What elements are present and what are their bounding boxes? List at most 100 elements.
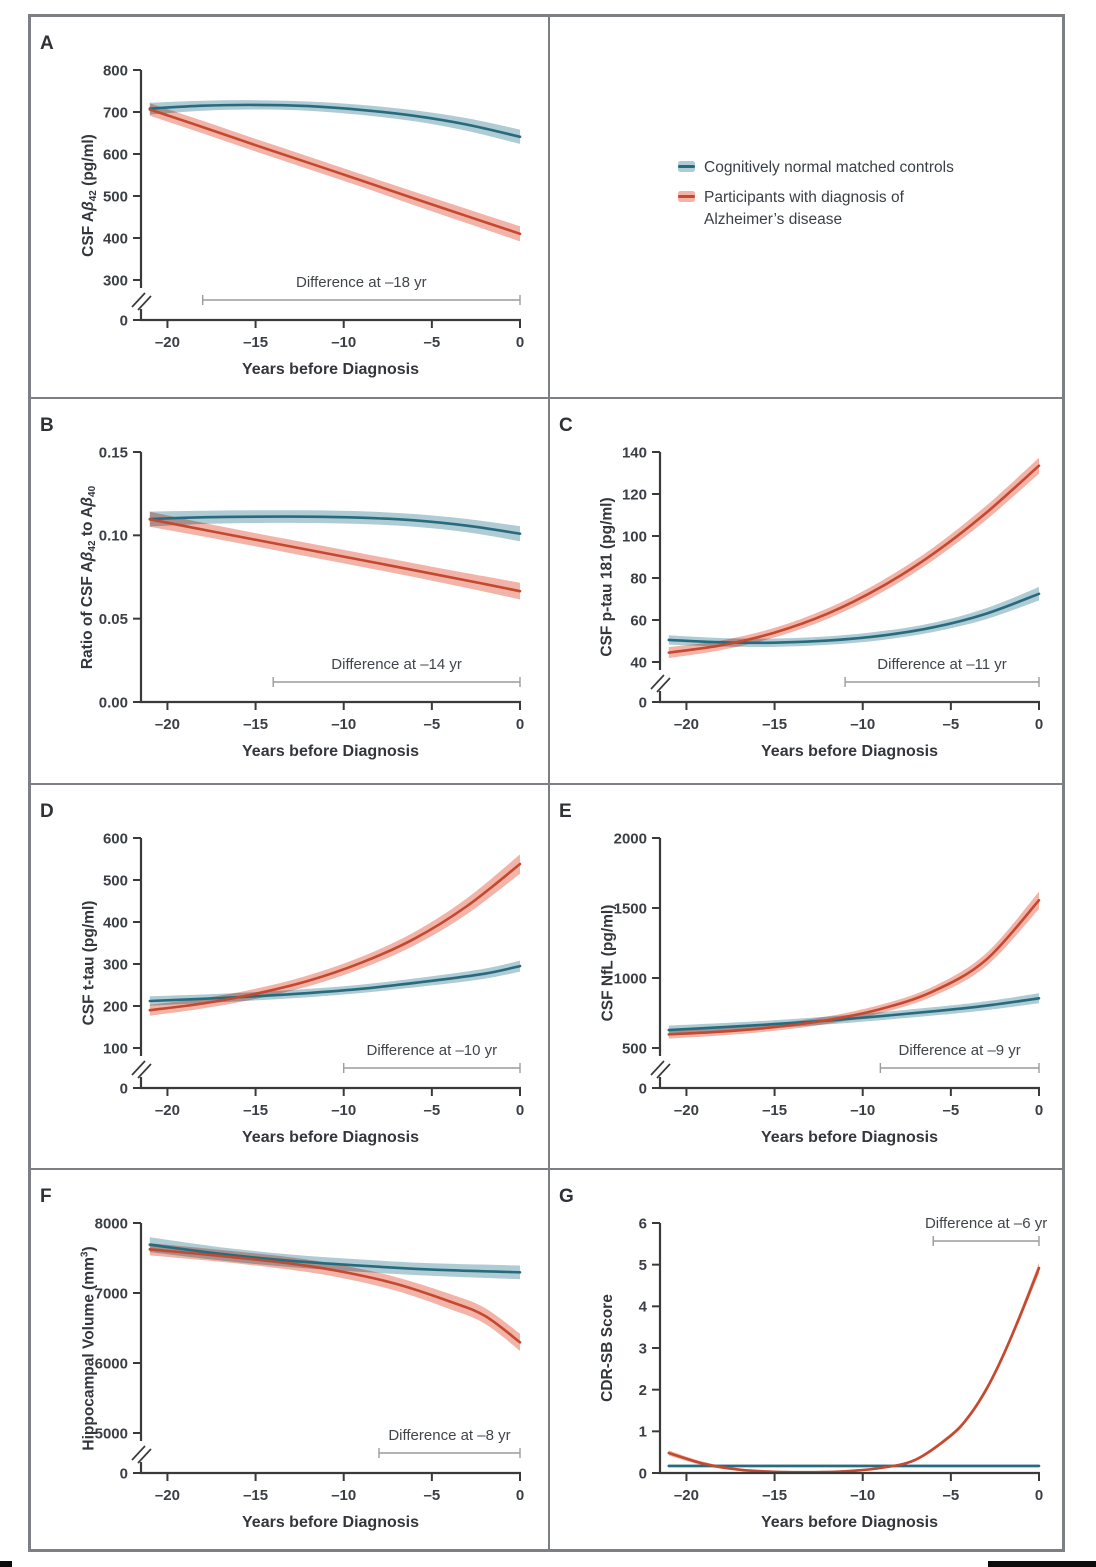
y-axis-title-segment: Hippocampal Volume (mm [80,1256,98,1451]
difference-label: Difference at –18 yr [296,274,427,291]
panel-letter: E [559,801,572,822]
y-tick-label: 7000 [95,1285,128,1302]
legend-entry-controls: Cognitively normal matched controls [678,157,954,178]
y-tick-label: 500 [622,1040,647,1057]
panel-letter: G [559,1186,574,1207]
panel-G-chart: 0 1 2 3 4 5 6 –20 –15 –10 –5 0 Years before Diagnosi… [559,1186,1047,1531]
panel-C: 0 40 60 80 100 120 140 –20 –15 –10 –5 0 Years before… [550,399,1062,783]
panel-C-chart: 0 40 60 80 100 120 140 –20 –15 –10 –5 0 Years before… [559,415,1043,760]
x-tick-label: –5 [424,1102,441,1119]
panel-B-chart: 0.00 0.05 0.10 0.15 –20 –15 –10 –5 0 Years before… [40,415,524,760]
x-tick-label: –20 [674,716,699,733]
y-tick-label: 700 [103,104,128,121]
y-tick-label: 120 [622,486,647,503]
series-line-ad [667,899,1041,1036]
panel-F-chart: 0 5000 6000 7000 8000 –20 –15 –10 –5 0 Years befor… [40,1186,524,1531]
series-line-controls [667,997,1041,1032]
y-tick-label: 4 [639,1299,648,1316]
y-tick-label: 1500 [614,900,647,917]
x-tick-label: –5 [424,1487,441,1504]
panel-D-chart: 0 100 200 300 400 500 600 –20 –15 –10 –5 0 Years bef… [40,801,524,1146]
legend-swatch-ad-icon [678,191,695,203]
x-tick-label: 0 [1035,1102,1043,1119]
x-tick-label: –20 [674,1487,699,1504]
y-axis-title-segment: 42 [87,189,99,201]
panel-B: 0.00 0.05 0.10 0.15 –20 –15 –10 –5 0 Years before… [31,399,548,783]
difference-label: Difference at –6 yr [925,1215,1047,1232]
x-tick-label: 0 [1035,1487,1043,1504]
x-axis-title: Years before Diagnosis [761,1129,938,1146]
x-tick-label: –15 [243,716,268,733]
x-tick-label: 0 [516,334,524,351]
y-tick-label: 600 [103,146,128,163]
y-tick-label: 0 [120,312,128,329]
axis-break-slash [131,292,146,308]
y-tick-label: 6000 [95,1355,128,1372]
y-tick-label: 8000 [95,1215,128,1232]
axis-break-slash [137,1063,152,1079]
panel-letter: F [40,1186,52,1207]
y-tick-label: 2000 [614,830,647,847]
y-axis-title-segment: β [79,496,97,507]
y-axis-title: CSF t-tau (pg/ml) [80,901,98,1026]
series-line-controls [148,1243,522,1274]
y-axis-title-segment: CSF t-tau (pg/ml) [80,900,97,1026]
series-line-controls [148,964,522,1003]
legend-label: Participants with diagnosis of Alzheimer’… [704,189,904,228]
y-axis-title-segment: (pg/ml) [79,133,97,190]
y-tick-label: 0 [120,1465,128,1482]
x-tick-label: –5 [943,1487,960,1504]
y-axis-title: CDR-SB Score [599,1294,617,1402]
x-axis-title: Years before Diagnosis [242,361,419,378]
panel-letter: D [40,801,54,822]
y-tick-label: 60 [630,612,647,629]
x-axis-title: Years before Diagnosis [761,743,938,760]
y-tick-label: 40 [630,654,647,671]
legend-swatch-line-icon [678,165,695,168]
y-tick-label: 1 [639,1424,647,1441]
x-axis-title: Years before Diagnosis [242,1514,419,1531]
x-tick-label: –15 [243,334,268,351]
series-band-ad [668,891,1039,1039]
page-edge-bar-right [988,1561,1096,1567]
y-axis-title-segment: 40 [87,485,99,497]
legend-entry-ad: Participants with diagnosis of Alzheimer’… [678,187,954,230]
y-tick-label: 300 [103,272,128,289]
panel-letter: B [40,415,54,436]
x-tick-label: –10 [331,716,356,733]
series-band-ad [668,457,1039,658]
figure-frame: 0 300 400 500 600 700 800 –20 –15 –10 –5 0 Years bef… [28,14,1065,1552]
y-axis-title-segment: 3 [79,1251,91,1257]
panel-letter: C [559,415,573,436]
x-tick-label: –20 [155,334,180,351]
axis-break-slash [131,1060,146,1076]
x-tick-label: 0 [516,1102,524,1119]
x-tick-label: –20 [155,1487,180,1504]
legend: Cognitively normal matched controls Parti… [678,157,954,239]
series-band-ad [668,1262,1039,1474]
y-tick-label: 800 [103,62,128,79]
series-line-controls [148,515,522,535]
axis-break-slash [656,1063,671,1079]
y-tick-label: 2 [639,1382,647,1399]
y-tick-label: 3 [639,1340,647,1357]
legend-cell: Cognitively normal matched controls Parti… [550,17,1062,397]
series-line-controls [667,592,1041,645]
series-line-ad [667,464,1041,654]
difference-label: Difference at –8 yr [388,1427,510,1444]
y-tick-label: 0 [120,1080,128,1097]
y-tick-label: 0.15 [99,444,128,461]
panel-A-chart: 0 300 400 500 600 700 800 –20 –15 –10 –5 0 Years bef… [40,33,524,378]
y-tick-label: 80 [630,570,647,587]
x-tick-label: –15 [243,1487,268,1504]
panel-E: 0 500 1000 1500 2000 –20 –15 –10 –5 0 Years before… [550,785,1062,1168]
y-axis-title-segment: CSF NfL (pg/ml) [599,904,616,1022]
x-axis-title: Years before Diagnosis [761,1514,938,1531]
series-line-ad [148,518,522,593]
axis-break-slash [650,674,665,690]
y-tick-label: 5 [639,1257,647,1274]
y-tick-label: 140 [622,444,647,461]
panel-A: 0 300 400 500 600 700 800 –20 –15 –10 –5 0 Years bef… [31,17,548,397]
y-tick-label: 0 [639,1080,647,1097]
